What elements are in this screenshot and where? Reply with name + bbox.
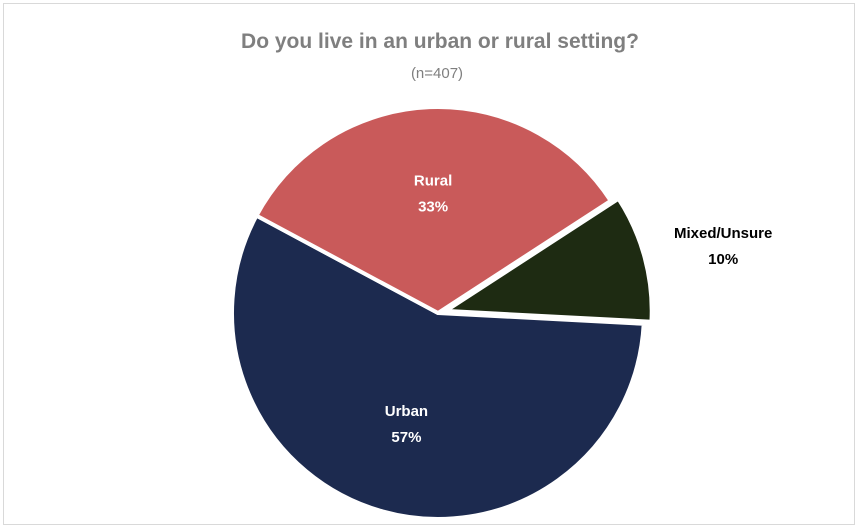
pie-slices (230, 105, 654, 521)
slice-value-urban: 57% (391, 429, 421, 446)
slice-label-rural: Rural (414, 173, 452, 190)
pie-labels: Mixed/Unsure 10% Urban 57% Rural 33% (385, 173, 773, 446)
slice-value-rural: 33% (418, 199, 448, 216)
chart-title: Do you live in an urban or rural setting… (241, 30, 639, 53)
chart-subtitle: (n=407) (411, 65, 463, 82)
pie-slice-mixed-unsure (443, 196, 654, 324)
slice-value-mixed-unsure: 10% (708, 251, 738, 268)
slice-label-mixed-unsure: Mixed/Unsure (674, 225, 772, 242)
slice-label-urban: Urban (385, 403, 428, 420)
pie-slice-urban (230, 213, 646, 521)
pie-slice-rural (254, 105, 613, 315)
